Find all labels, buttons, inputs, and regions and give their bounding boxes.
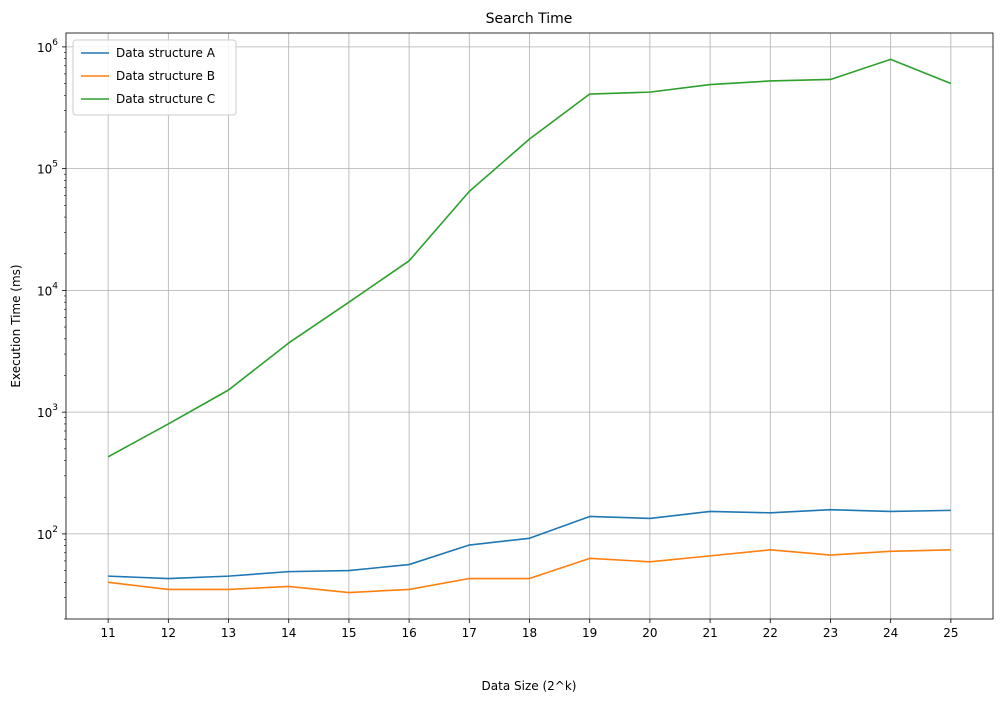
x-tick-label: 14 [281, 626, 296, 640]
series-line-3 [107, 58, 952, 458]
series-lines [107, 58, 952, 594]
chart-title: Search Time [486, 11, 573, 27]
y-tick-label: 105 [37, 160, 58, 177]
x-tick-label: 13 [221, 626, 236, 640]
x-tick-label: 15 [341, 626, 356, 640]
y-tick-label: 104 [37, 281, 58, 298]
x-tick-label: 22 [763, 626, 778, 640]
x-tick-label: 24 [883, 626, 898, 640]
legend: Data structure A Data structure B Data str… [72, 39, 237, 116]
x-tick-label: 21 [702, 626, 717, 640]
x-axis-label: Data Size (2^k) [482, 679, 577, 693]
y-tick-label: 103 [37, 403, 58, 420]
legend-entry: Data structure C [116, 92, 215, 106]
x-tick-label: 25 [943, 626, 958, 640]
x-tick-label: 18 [522, 626, 537, 640]
x-tick-label: 23 [823, 626, 838, 640]
legend-box [72, 39, 237, 116]
x-axis-ticks: 11 12 13 14 15 16 17 18 19 20 21 22 23 24 25 [100, 619, 959, 640]
y-axis-label: Execution Time (ms) [9, 264, 23, 387]
y-tick-label: 106 [37, 38, 58, 55]
x-tick-label: 12 [161, 626, 176, 640]
x-tick-label: 17 [462, 626, 477, 640]
legend-entry: Data structure A [116, 46, 216, 60]
series-line-1 [108, 508, 951, 580]
series-line-2 [108, 549, 951, 594]
y-tick-label: 102 [37, 525, 58, 542]
x-tick-label: 16 [401, 626, 416, 640]
x-tick-label: 19 [582, 626, 597, 640]
legend-entry: Data structure B [116, 69, 215, 83]
y-axis-ticks: 102 103 104 105 106 [37, 38, 66, 620]
grid-lines [66, 33, 993, 619]
x-tick-label: 20 [642, 626, 657, 640]
x-tick-label: 11 [100, 626, 115, 640]
